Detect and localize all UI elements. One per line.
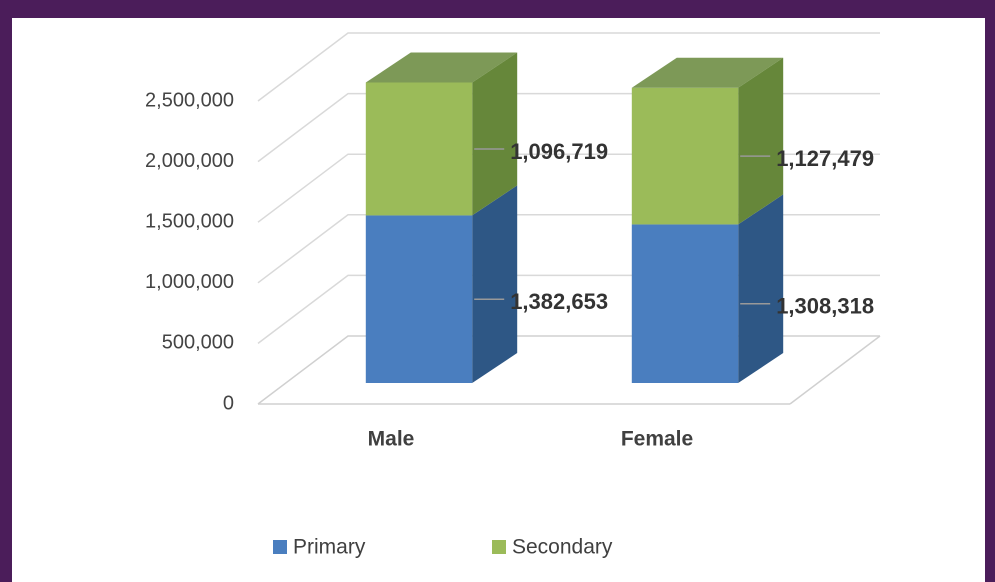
bar-front — [365, 82, 473, 216]
bar-side — [472, 185, 518, 383]
data-label: 1,382,653 — [510, 289, 608, 314]
legend-label: Primary — [293, 536, 366, 559]
y-tick-label: 500,000 — [162, 332, 234, 354]
grid-line — [257, 32, 880, 102]
y-tick-label: 0 — [223, 392, 234, 414]
y-tick-label: 1,500,000 — [145, 210, 234, 232]
bar-top — [631, 57, 784, 88]
data-label: 1,127,479 — [776, 146, 874, 171]
bar-side — [472, 52, 518, 216]
bar-side — [738, 57, 784, 225]
bar-front — [365, 215, 473, 383]
bar-top — [365, 52, 518, 83]
bar-front — [631, 224, 739, 383]
x-tick-label: Male — [368, 428, 415, 451]
data-label: 1,308,318 — [776, 294, 874, 319]
legend-label: Secondary — [512, 536, 613, 559]
data-label: 1,096,719 — [510, 139, 608, 164]
x-tick-label: Female — [621, 428, 693, 451]
y-tick-label: 1,000,000 — [145, 271, 234, 293]
y-tick-label: 2,500,000 — [145, 89, 234, 111]
legend-swatch — [273, 540, 287, 554]
y-tick-label: 2,000,000 — [145, 150, 234, 172]
bar-front — [631, 87, 739, 225]
bar-side — [738, 194, 784, 383]
legend-swatch — [492, 540, 506, 554]
floor-right — [789, 335, 881, 405]
